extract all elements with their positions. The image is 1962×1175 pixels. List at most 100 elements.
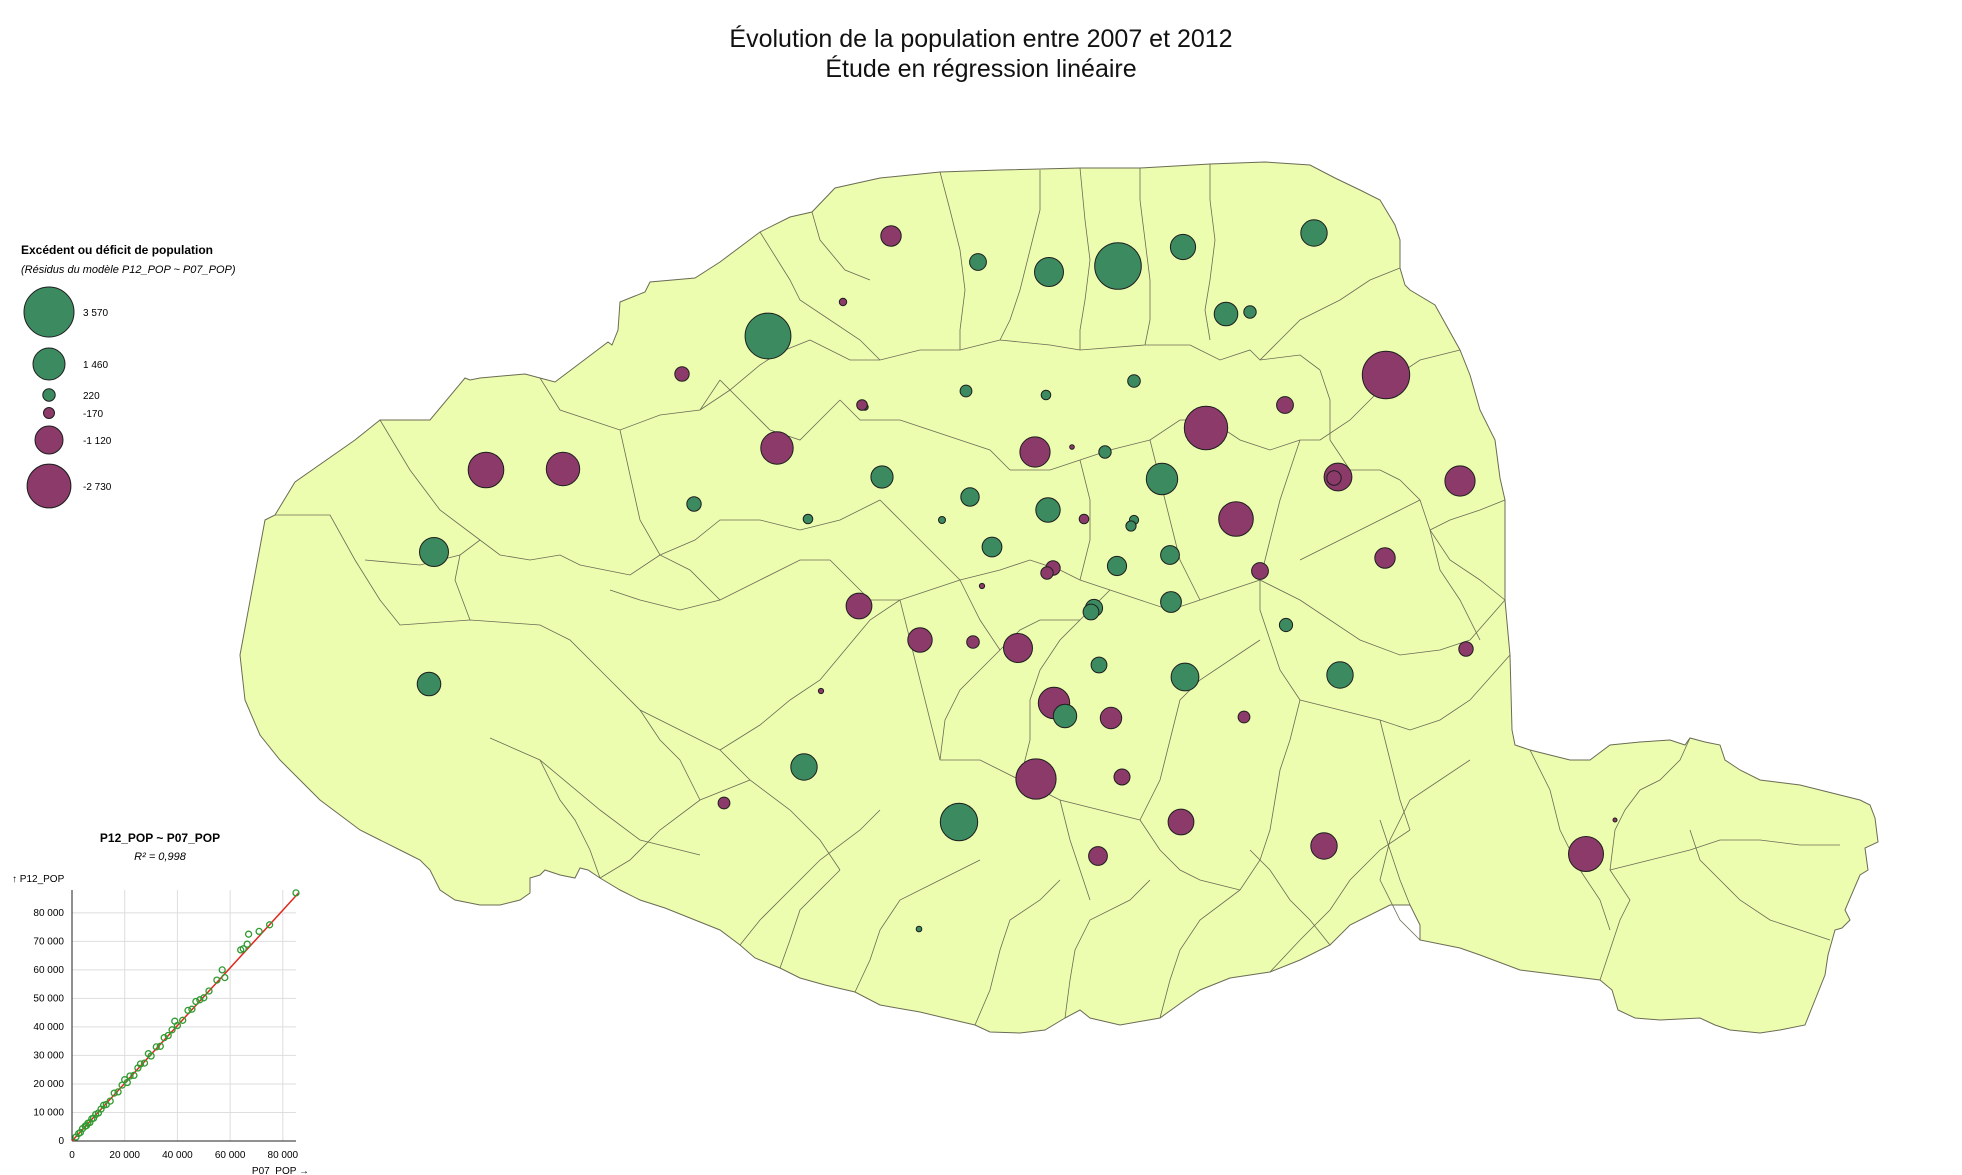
- legend-circle: [42, 388, 56, 402]
- deficit-circle: [674, 366, 690, 382]
- district-border: [879, 339, 1190, 361]
- district-border: [759, 231, 881, 361]
- surplus-circle: [416, 671, 442, 697]
- scatter-point: [156, 1042, 164, 1050]
- district-border: [1379, 719, 1411, 831]
- surplus-circle: [1213, 301, 1239, 327]
- scatter-point: [106, 1097, 114, 1105]
- scatter-point: [292, 889, 300, 897]
- scatter-point: [239, 945, 247, 953]
- district-border: [854, 859, 981, 993]
- district-border: [454, 539, 661, 621]
- deficit-circle: [717, 796, 731, 810]
- surplus-circle: [802, 513, 814, 525]
- scatter-point: [205, 987, 213, 995]
- scatter-point: [164, 1031, 172, 1040]
- y-tick-label: 0: [58, 1136, 64, 1147]
- surplus-circle: [744, 312, 792, 360]
- deficit-circle: [978, 582, 986, 590]
- district-border: [779, 869, 841, 969]
- deficit-circle: [1183, 405, 1229, 451]
- scatter-point: [168, 1026, 176, 1034]
- scatter-point: [179, 1016, 187, 1024]
- district-border: [1609, 737, 1691, 871]
- surplus-circle: [981, 536, 1003, 558]
- deficit-circle: [966, 635, 980, 649]
- scatter-point: [213, 976, 221, 984]
- surplus-circle: [959, 384, 973, 398]
- scatter-point: [255, 927, 263, 936]
- scatter-subtitle: R² = 0,998: [134, 851, 187, 863]
- deficit-circle: [1458, 641, 1474, 657]
- district-border: [1379, 759, 1471, 941]
- district-border: [1429, 529, 1481, 641]
- district-border: [1139, 819, 1241, 891]
- legend-value-label: -2 730: [83, 482, 112, 493]
- district-border: [1689, 829, 1831, 941]
- surplus-circle: [1035, 497, 1061, 523]
- y-tick-label: 50 000: [33, 993, 64, 1004]
- deficit-circle: [1251, 562, 1269, 580]
- deficit-circle: [1218, 501, 1254, 537]
- scatter-point: [136, 1060, 145, 1068]
- scatter-point: [243, 940, 251, 948]
- surplus-circle: [1094, 242, 1142, 290]
- x-tick-label: 80 000: [268, 1150, 299, 1161]
- paris-iris-map: [239, 161, 1879, 1034]
- deficit-circle: [1019, 436, 1051, 468]
- deficit-circle: [1276, 396, 1294, 414]
- district-border: [1259, 580, 1301, 701]
- legend-circle: [32, 347, 66, 381]
- surplus-circle: [419, 537, 449, 567]
- district-border: [974, 879, 1061, 1026]
- map-title-line2: Étude en régression linéaire: [825, 55, 1137, 83]
- surplus-circle: [938, 516, 946, 524]
- surplus-circle: [1052, 703, 1078, 729]
- surplus-circle: [1145, 462, 1179, 496]
- scatter-point: [196, 996, 204, 1004]
- district-border: [879, 499, 961, 581]
- surplus-circle: [1169, 233, 1197, 261]
- deficit-circle: [545, 451, 581, 487]
- district-border: [1079, 167, 1091, 350]
- x-tick-label: 40 000: [162, 1150, 193, 1161]
- district-border: [599, 779, 751, 879]
- scatter-point: [76, 1128, 85, 1137]
- district-border: [489, 737, 701, 856]
- district-border: [1399, 479, 1506, 601]
- district-border: [1159, 889, 1241, 1019]
- scatter-point: [192, 997, 200, 1006]
- scatter-point: [160, 1034, 168, 1042]
- legend-circle: [34, 425, 64, 455]
- surplus-circle: [939, 802, 979, 842]
- district-border: [1139, 639, 1261, 821]
- scatter-point: [114, 1088, 122, 1096]
- district-border: [539, 759, 601, 879]
- legend-items: 3 570 1 460 220 -170 -1 120 -2 730: [23, 286, 112, 509]
- surplus-circle: [790, 753, 818, 781]
- scatter-point: [140, 1059, 149, 1067]
- scatter-point: [218, 966, 226, 974]
- surplus-circle: [1160, 545, 1180, 565]
- deficit-circle: [1040, 566, 1054, 580]
- legend-value-label: -1 120: [83, 436, 112, 447]
- district-border: [809, 339, 880, 361]
- surplus-circle: [1243, 305, 1257, 319]
- scatter-point: [152, 1043, 160, 1051]
- paris-outline: [239, 161, 1879, 1034]
- surplus-circle: [1127, 374, 1141, 388]
- x-tick-label: 60 000: [215, 1150, 246, 1161]
- surplus-circle: [915, 925, 923, 933]
- district-border: [1249, 849, 1331, 946]
- district-border: [639, 709, 701, 801]
- deficit-circle: [1088, 846, 1108, 866]
- scatter-point: [188, 1005, 196, 1013]
- district-border: [939, 619, 1080, 761]
- deficit-circle: [1015, 758, 1057, 800]
- scatter-point: [173, 1021, 182, 1030]
- surplus-circle: [870, 465, 894, 489]
- district-border: [1259, 267, 1401, 361]
- deficit-circle: [1361, 350, 1411, 400]
- deficit-circle: [1099, 706, 1123, 730]
- legend-value-label: 3 570: [83, 308, 108, 319]
